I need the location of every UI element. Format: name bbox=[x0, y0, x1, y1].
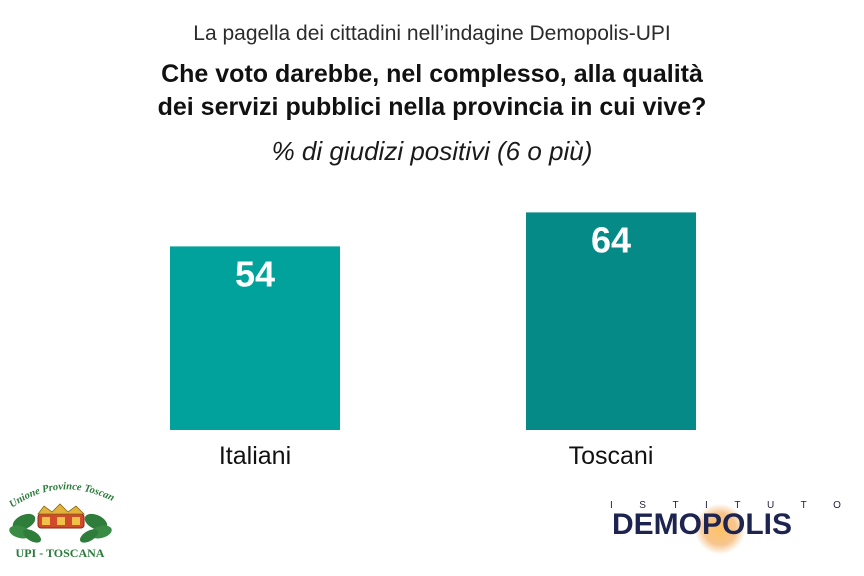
demopolis-name-text: DEMOPOLIS bbox=[612, 508, 793, 541]
demopolis-logo: ISTITUTO DEMOPOLIS bbox=[610, 500, 862, 560]
bar-toscani bbox=[526, 212, 696, 430]
bar-italiani bbox=[170, 246, 340, 430]
bar-value-italiani: 54 bbox=[235, 253, 275, 294]
upi-toscana-logo: Unione Province Toscane bbox=[2, 478, 116, 543]
question-line-2: dei servizi pubblici nella provincia in … bbox=[157, 93, 707, 121]
question-line-1: Che voto darebbe, nel complesso, alla qu… bbox=[161, 60, 703, 88]
upi-caption: UPI - TOSCANA bbox=[15, 546, 105, 560]
chart-question: Che voto darebbe, nel complesso, alla qu… bbox=[0, 58, 864, 124]
chart-subtitle: La pagella dei cittadini nell’indagine D… bbox=[193, 22, 671, 45]
category-label-italiani: Italiani bbox=[219, 442, 291, 470]
chart-measure: % di giudizi positivi (6 o più) bbox=[271, 136, 593, 166]
demopolis-glow bbox=[695, 504, 745, 554]
bar-value-toscani: 64 bbox=[591, 219, 631, 260]
category-label-toscani: Toscani bbox=[569, 442, 654, 470]
